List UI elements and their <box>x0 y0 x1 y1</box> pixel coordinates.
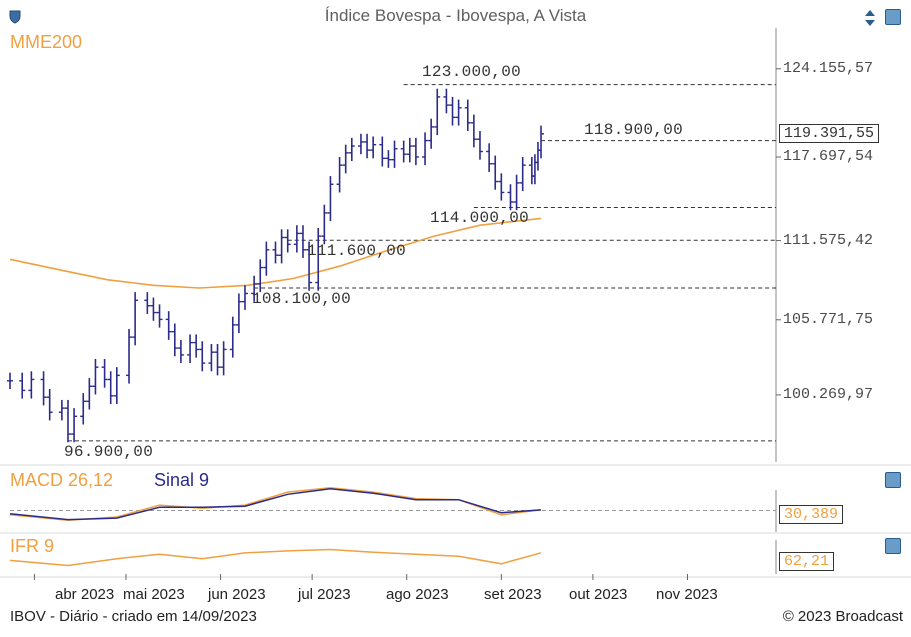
macd-label: MACD 26,12 <box>10 470 114 490</box>
ifr-label: IFR 9 <box>10 536 55 556</box>
mme200-label: MME200 <box>10 32 83 52</box>
x-tick-label: jul 2023 <box>298 586 351 603</box>
level-label: 96.900,00 <box>64 442 154 461</box>
y-tick-label: 105.771,75 <box>783 310 874 328</box>
panel-settings-icon[interactable] <box>885 9 901 25</box>
y-tick-label: 124.155,57 <box>783 59 874 77</box>
x-tick-label: nov 2023 <box>656 586 718 603</box>
mme200-line <box>9 217 542 289</box>
level-label: 118.900,00 <box>584 120 684 139</box>
x-tick-label: mai 2023 <box>123 586 185 603</box>
shield-icon[interactable] <box>9 10 21 24</box>
x-tick-label: abr 2023 <box>55 586 115 603</box>
level-label: 108.100,00 <box>252 290 352 308</box>
footer-copyright: © 2023 Broadcast <box>782 608 903 625</box>
signal-label: Sinal 9 <box>154 470 210 490</box>
ifr-settings-icon[interactable] <box>885 538 901 554</box>
x-tick-label: out 2023 <box>569 586 628 603</box>
level-label: 111.600,00 <box>307 242 407 261</box>
scroll-arrows-icon[interactable] <box>863 8 877 28</box>
x-tick-label: jun 2023 <box>208 586 266 603</box>
current-price-box: 119.391,55 <box>779 123 880 143</box>
level-label: 114.000,00 <box>430 209 530 228</box>
x-tick-label: set 2023 <box>484 586 542 603</box>
y-tick-label: 117.697,54 <box>783 147 874 165</box>
level-label: 123.000,00 <box>422 62 522 81</box>
y-tick-label: 100.269,97 <box>783 385 874 403</box>
ifr-value-box: 62,21 <box>779 552 835 571</box>
macd-value-box: 30,389 <box>779 505 844 524</box>
ifr-9-line <box>9 548 542 567</box>
macd-26-12-line <box>9 487 542 522</box>
macd-settings-icon[interactable] <box>885 472 901 488</box>
x-tick-label: ago 2023 <box>386 586 449 603</box>
chart-title: Índice Bovespa - Ibovespa, A Vista <box>324 6 587 25</box>
y-tick-label: 111.575,42 <box>783 231 874 249</box>
sinal-9-line <box>9 488 542 521</box>
footer-info: IBOV - Diário - criado em 14/09/2023 <box>10 608 257 625</box>
